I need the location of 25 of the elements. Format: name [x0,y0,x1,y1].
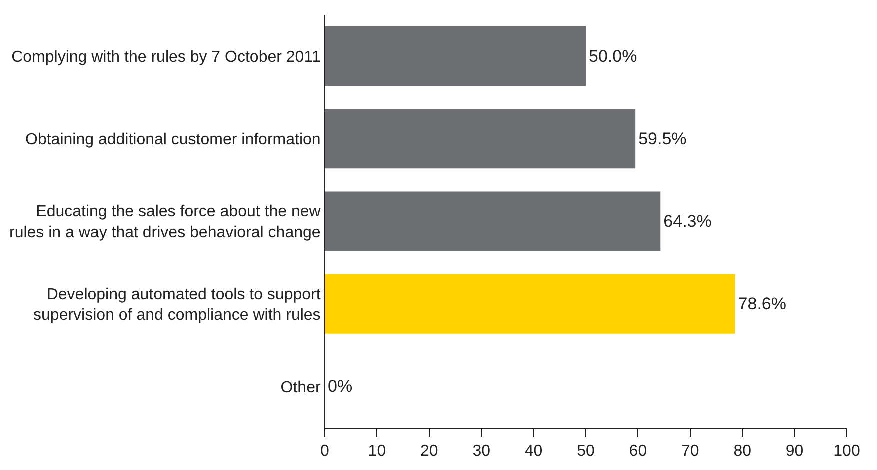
bar [325,26,586,86]
y-tick-label: Obtaining additional customer information [26,132,321,148]
y-tick-label: Other [280,379,322,396]
y-tick-label: Educating the sales force about the new rules in a way that drives behavioral change [10,204,322,242]
x-tick-label: 30 [472,443,491,460]
data-label: 50.0% [589,46,638,66]
x-tick-label: 70 [682,443,700,460]
data-label: 78.6% [738,294,786,314]
x-tick-label: 80 [734,443,752,460]
bar [325,109,636,169]
x-tick-label: 50 [577,443,595,460]
x-tick-label: 100 [834,443,860,460]
x-tick-label: 60 [629,443,648,460]
data-label: 59.5% [638,129,687,148]
y-tick-label: Developing automated tools to support supervision of and compliance with rules [34,286,322,324]
x-tick-label: 40 [524,443,543,460]
data-label: 0% [328,377,353,396]
y-tick-label: Complying with the rules by 7 October 2011 [12,48,321,66]
bar [325,274,736,334]
x-tick-label: 0 [320,443,330,460]
x-tick-label: 10 [368,443,386,460]
data-label: 64.3% [664,212,712,231]
x-tick-label: 20 [420,443,438,460]
bar [325,192,661,252]
x-tick-label: 90 [786,443,804,460]
